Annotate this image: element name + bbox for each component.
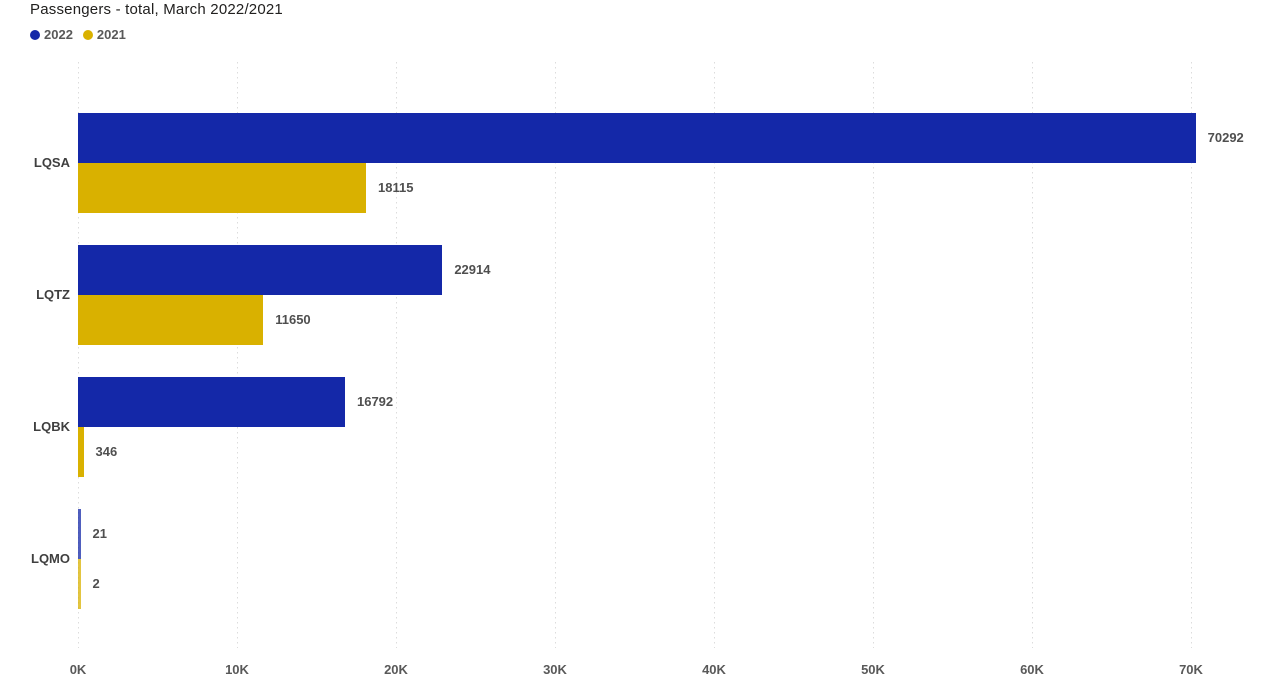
bar-2022-LQTZ[interactable]	[78, 245, 443, 295]
gridline-60K	[1032, 62, 1033, 648]
value-label-2022-LQMO: 21	[92, 526, 107, 541]
gridline-10K	[237, 62, 238, 648]
category-label-LQTZ: LQTZ	[36, 287, 70, 302]
value-label-2021-LQMO: 2	[92, 576, 100, 591]
legend: 2022 2021	[30, 27, 126, 42]
gridline-70K	[1191, 62, 1192, 648]
x-axis-tick-0K: 0K	[69, 662, 87, 677]
legend-dot-2022-icon	[30, 29, 40, 40]
value-label-2021-LQSA: 18115	[378, 180, 414, 195]
category-label-LQMO: LQMO	[31, 551, 70, 566]
value-label-2022-LQSA: 70292	[1207, 130, 1244, 145]
x-axis-tick-20K: 20K	[384, 662, 408, 677]
bar-2022-LQMO[interactable]	[78, 509, 81, 559]
gridline-20K	[396, 62, 397, 648]
bar-2021-LQTZ[interactable]	[78, 295, 264, 345]
x-axis-tick-50K: 50K	[861, 662, 885, 677]
legend-dot-2021-icon	[82, 29, 93, 40]
gridline-30K	[555, 62, 556, 648]
legend-label-2021: 2021	[96, 27, 126, 42]
legend-label-2022: 2022	[44, 27, 73, 42]
x-axis-tick-70K: 70K	[1179, 662, 1203, 677]
category-label-LQSA: LQSA	[33, 155, 70, 170]
bar-2022-LQSA[interactable]	[78, 113, 1196, 163]
gridline-0K	[78, 62, 79, 648]
legend-item-2021[interactable]: 2021	[82, 27, 126, 42]
bar-2022-LQBK[interactable]	[78, 377, 345, 427]
value-label-2022-LQTZ: 22914	[454, 262, 491, 277]
x-axis-tick-30K: 30K	[543, 662, 567, 677]
gridline-40K	[714, 62, 715, 648]
value-label-2022-LQBK: 16792	[356, 394, 394, 409]
gridline-50K	[873, 62, 874, 648]
bar-2021-LQMO[interactable]	[78, 559, 81, 609]
bar-2021-LQSA[interactable]	[78, 163, 367, 213]
legend-item-2022[interactable]: 2022	[30, 27, 73, 42]
category-label-LQBK: LQBK	[33, 419, 70, 434]
bar-2021-LQBK[interactable]	[78, 427, 84, 477]
x-axis-tick-60K: 60K	[1020, 662, 1044, 677]
value-label-2021-LQTZ: 11650	[275, 312, 311, 327]
value-label-2021-LQBK: 346	[95, 444, 118, 459]
x-axis-tick-10K: 10K	[225, 662, 249, 677]
x-axis-tick-40K: 40K	[702, 662, 726, 677]
chart-title: Passengers - total, March 2022/2021	[30, 1, 283, 18]
